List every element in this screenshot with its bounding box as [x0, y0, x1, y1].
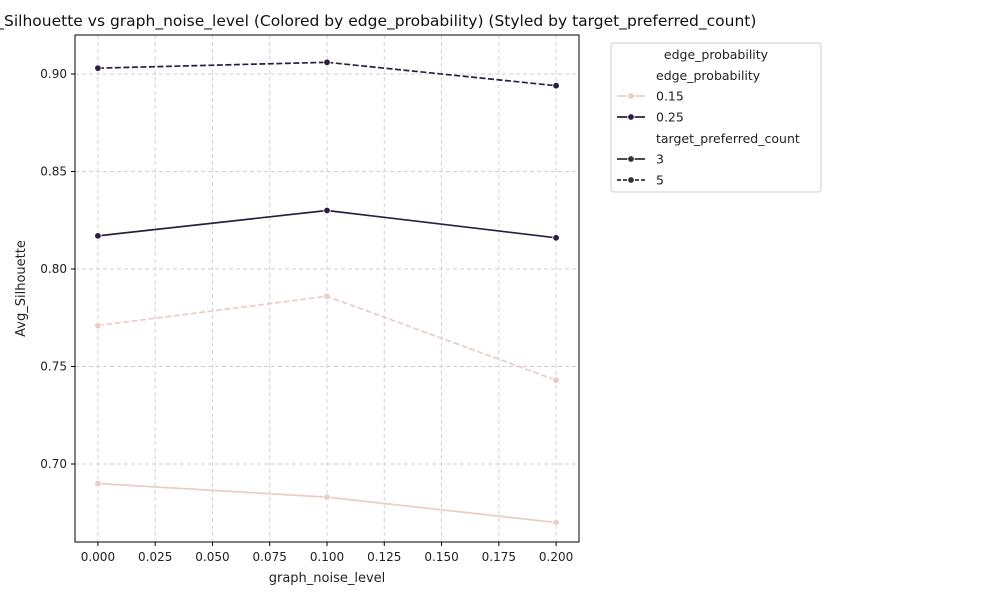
x-tick-label: 0.150 [424, 550, 458, 564]
y-tick-label: 0.90 [40, 67, 67, 81]
legend-entry-label: 5 [656, 173, 664, 188]
series-line [97, 482, 557, 524]
y-tick-label: 0.80 [40, 262, 67, 276]
legend-hue-header: edge_probability [656, 68, 761, 83]
data-point [323, 493, 331, 501]
data-point [552, 81, 560, 90]
legend-entry-label: 3 [656, 152, 664, 167]
data-point [323, 292, 331, 300]
legend-entry-label: 0.15 [656, 89, 684, 104]
x-tick-label: 0.125 [367, 550, 401, 564]
y-axis: 0.70 0.75 0.80 0.85 0.90 [40, 67, 75, 471]
data-point [94, 321, 102, 330]
legend-entries: 0.15 0.25 3 5 [617, 89, 684, 188]
x-tick-label: 0.075 [253, 550, 287, 564]
data-point [323, 58, 331, 66]
x-axis-label: graph_noise_level [269, 571, 386, 586]
data-point [94, 232, 102, 240]
y-tick-label: 0.70 [40, 457, 67, 471]
x-tick-label: 0.175 [482, 550, 516, 564]
x-axis: 0.000 0.025 0.050 0.075 0.100 0.125 0.150 0.175… [81, 542, 573, 564]
legend-swatch-marker [627, 113, 635, 121]
data-point [552, 234, 560, 242]
legend-title: edge_probability [664, 47, 769, 62]
grid [75, 35, 579, 542]
chart-title: Avg_Silhouette vs graph_noise_level (Col… [0, 12, 756, 31]
legend-swatch-marker [627, 155, 635, 163]
x-tick-label: 0.200 [539, 550, 573, 564]
x-tick-label: 0.050 [195, 550, 229, 564]
legend-style-header: target_preferred_count [656, 131, 800, 146]
data-point [94, 64, 102, 72]
data-point [323, 206, 331, 215]
x-tick-label: 0.000 [81, 550, 115, 564]
series-line [97, 61, 557, 87]
legend-entry-label: 0.25 [656, 110, 684, 125]
legend-swatch-marker [627, 92, 635, 100]
x-tick-label: 0.100 [310, 550, 344, 564]
data-point [94, 479, 102, 488]
legend: edge_probability edge_probability target… [610, 42, 822, 193]
legend-box [610, 42, 822, 193]
legend-swatch-marker [627, 176, 635, 184]
data-point [552, 376, 560, 384]
y-tick-label: 0.75 [40, 360, 67, 374]
data-point [552, 518, 560, 527]
series-group [94, 58, 560, 527]
y-axis-label: Avg_Silhouette [14, 240, 29, 337]
x-tick-label: 0.025 [138, 550, 172, 564]
y-tick-label: 0.85 [40, 165, 67, 179]
